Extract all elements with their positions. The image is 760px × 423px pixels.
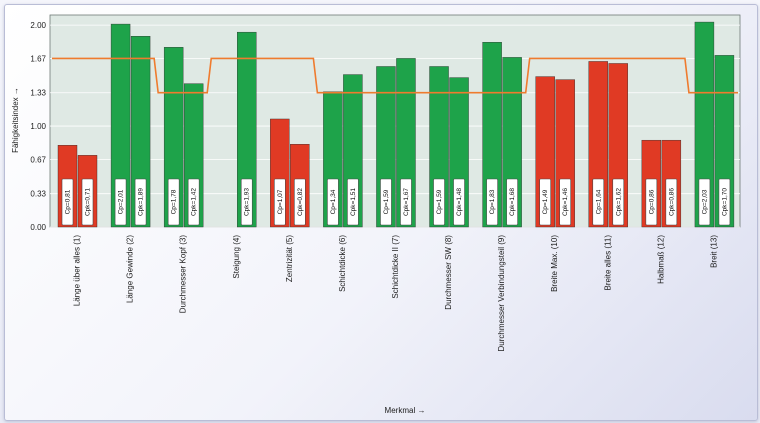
bar-value-label: Cpk=1,51 [350, 188, 357, 216]
limit-step-line [52, 57, 738, 94]
category-label: Durchmesser Verbindungsteil (9) [497, 235, 506, 352]
bar-value-label: Cpk=1,70 [721, 188, 728, 216]
bar-label-box [433, 178, 445, 226]
bar-value-label: Cpk=0,86 [668, 188, 675, 216]
bar-label-box [506, 178, 518, 226]
category-label: Schichtdicke (6) [338, 235, 347, 292]
y-tick-label: 1.00 [30, 122, 46, 131]
bar-cp [694, 21, 715, 228]
bar-label-box [665, 178, 678, 226]
bar-value-label: Cp=1,59 [436, 189, 443, 214]
bar-value-label: Cpk=1,42 [191, 188, 198, 216]
bar-value-label: Cp=2,03 [701, 189, 708, 214]
bar-value-label: Cp=0,81 [65, 189, 72, 214]
bar-cp [110, 23, 131, 228]
category-label: Durchmesser Kopf (3) [179, 235, 188, 314]
bar-value-label: Cp=1,34 [330, 189, 337, 214]
bar-value-label: Cpk=1,62 [615, 188, 622, 216]
limit-line [52, 57, 738, 94]
bar-label-box [453, 178, 465, 226]
bar-label-box [380, 178, 392, 226]
bar-value-label: Cpk=1,89 [138, 188, 145, 216]
bar-value-label: Cpk=1,48 [456, 188, 463, 216]
category-labels: Länge über alles (1) Länge Gewinde (2) Dur… [73, 235, 719, 352]
bar-label-box [698, 178, 711, 226]
category-label: Breit (13) [709, 235, 718, 268]
bar-label-box [645, 178, 658, 226]
bar-label-box [187, 178, 200, 226]
bar-label-box [539, 178, 551, 226]
bar-label-box [294, 178, 306, 226]
category-label: Breite Max. (10) [550, 235, 559, 292]
bar-label-box [612, 178, 625, 226]
category-label: Zentrizität (5) [285, 235, 294, 282]
bar-label-box [718, 178, 731, 226]
y-tick-label: 1.33 [30, 89, 46, 98]
bar-value-label: Cpk=1,67 [403, 188, 410, 216]
bar-label-box [61, 178, 74, 226]
bar-value-label: Cpk=0,71 [85, 188, 92, 216]
y-tick-label: 0.00 [30, 223, 46, 232]
category-label: Länge über alles (1) [73, 235, 82, 306]
x-axis-title: Merkmal → [385, 406, 426, 415]
bar-value-label: Cp=1,64 [595, 189, 602, 214]
bar-label-box [81, 178, 94, 226]
bar-cpk [237, 31, 257, 228]
bar-value-label: Cpk=1,93 [244, 188, 251, 216]
y-axis-title: Fähigkeitsindex → [11, 87, 20, 153]
bar-label-box [486, 178, 498, 226]
category-label: Durchmesser SW (8) [444, 235, 453, 310]
bar-value-label: Cp=0,86 [648, 189, 655, 214]
bar-value-label: Cp=1,49 [542, 189, 549, 214]
y-axis-ticks: 0.00 0.33 0.67 1.00 1.33 1.67 2.00 [30, 21, 46, 232]
bar-label-box [114, 178, 127, 226]
bar-value-label: Cpk=0,82 [297, 188, 304, 216]
category-label: Breite alles (11) [603, 235, 612, 291]
bar-label-box [347, 178, 359, 226]
bar-value-label: Cp=1,78 [171, 189, 178, 214]
bar-label-box [592, 178, 605, 226]
category-label: Steigung (4) [232, 235, 241, 279]
y-tick-label: 2.00 [30, 21, 46, 30]
category-label: Schichtdicke II (7) [391, 235, 400, 299]
bar-label-box [400, 178, 412, 226]
bar-value-label: Cp=1,07 [277, 189, 284, 214]
bar-label-box [327, 178, 339, 226]
y-tick-label: 1.67 [30, 54, 46, 63]
bar-value-label: Cp=1,59 [383, 189, 390, 214]
bar-value-label: Cp=1,83 [489, 189, 496, 214]
bar-label-box [134, 178, 147, 226]
bar-label-box [274, 178, 286, 226]
y-tick-label: 0.33 [30, 190, 46, 199]
bar-label-box [559, 178, 571, 226]
bar-label-box [240, 178, 253, 226]
bar-value-label: Cp=2,01 [118, 189, 125, 214]
y-tick-label: 0.67 [30, 155, 46, 164]
bar-label-box [167, 178, 180, 226]
bar-value-label: Cpk=1,46 [562, 188, 569, 216]
bar-value-label: Cpk=1,68 [509, 188, 516, 216]
bar-labels: Cp=0,81 Cpk=0,71 Cp=2,01 Cpk=1,89 Cp=1,78 Cpk… [61, 178, 731, 226]
category-label: Halbmaß (12) [656, 235, 665, 284]
category-label: Länge Gewinde (2) [126, 235, 135, 303]
